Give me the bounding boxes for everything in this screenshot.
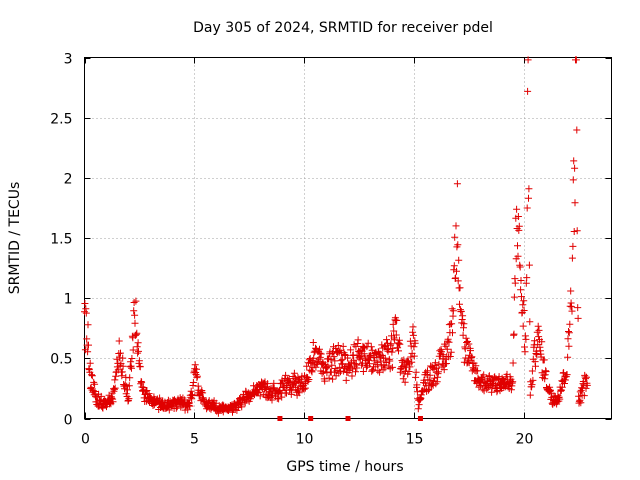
x-tick-label: 5 [190, 432, 199, 448]
y-tick-label: 3 [64, 52, 73, 68]
baseline-marker [345, 416, 351, 421]
data-points [81, 56, 591, 421]
baseline-marker [277, 416, 283, 421]
y-tick-label: 2.5 [50, 112, 72, 128]
x-tick-label: 20 [516, 432, 534, 448]
y-tick-label: 0 [64, 413, 73, 429]
chart-title: Day 305 of 2024, SRMTID for receiver pde… [193, 20, 493, 36]
y-tick-label: 1.5 [50, 232, 72, 248]
y-axis-label: SRMTID / TECUs [7, 182, 23, 295]
y-tick-label: 1 [64, 292, 73, 308]
y-tick-label: 0.5 [50, 352, 72, 368]
x-tick-label: 0 [81, 432, 90, 448]
x-tick-label: 10 [296, 432, 314, 448]
data-point-cloud [81, 56, 591, 417]
x-axis-label: GPS time / hours [286, 459, 403, 475]
x-tick-label: 15 [406, 432, 424, 448]
grid-lines [84, 57, 612, 419]
baseline-marker [308, 416, 314, 421]
baseline-marker [417, 416, 423, 421]
y-tick-label: 2 [64, 172, 73, 188]
axis-ticks: 0 0.5 1 1.5 2 2.5 3 0 5 10 15 20 [50, 52, 612, 448]
series-srmtid [81, 56, 591, 417]
